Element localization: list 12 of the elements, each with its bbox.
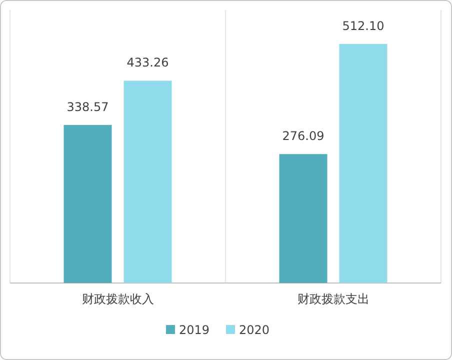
bar — [279, 154, 328, 283]
data-label: 433.26 — [126, 56, 169, 70]
data-label: 512.10 — [342, 18, 384, 33]
legend-label: 2020 — [239, 323, 270, 337]
bar — [124, 80, 172, 283]
x-tick-label: 财政拨款支出 — [297, 292, 370, 306]
data-label: 276.09 — [282, 129, 324, 144]
bar — [339, 44, 388, 283]
x-tick-label: 财政拨款收入 — [82, 292, 154, 306]
legend-label: 2019 — [179, 323, 210, 337]
data-label: 338.57 — [66, 100, 109, 114]
bar — [64, 124, 112, 283]
